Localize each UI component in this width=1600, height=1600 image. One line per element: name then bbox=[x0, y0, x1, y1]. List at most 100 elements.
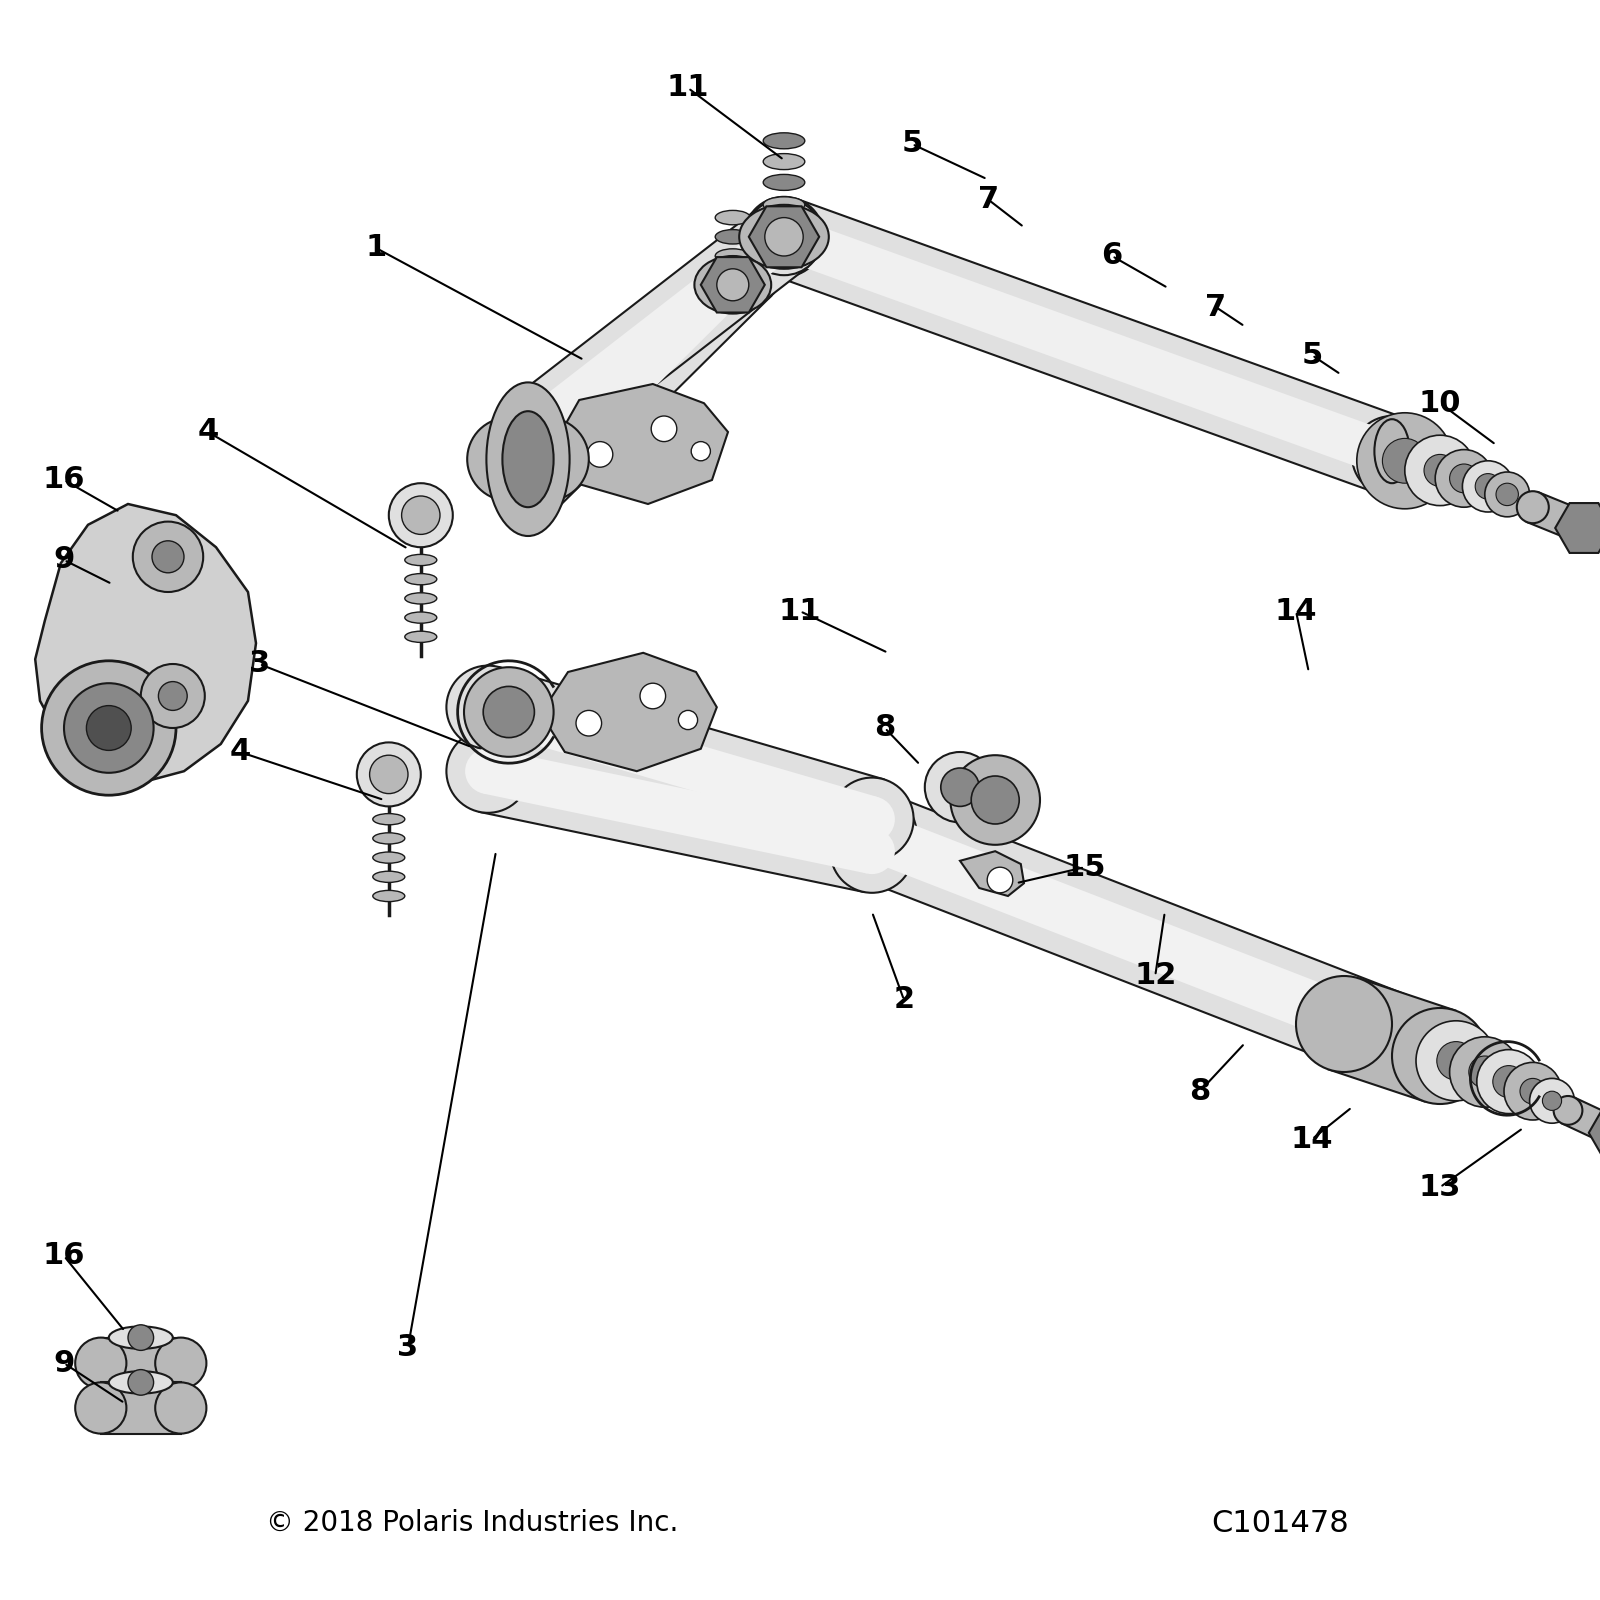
Ellipse shape bbox=[405, 573, 437, 584]
Ellipse shape bbox=[763, 133, 805, 149]
Ellipse shape bbox=[373, 813, 405, 826]
Text: 16: 16 bbox=[43, 1242, 85, 1270]
Circle shape bbox=[950, 755, 1040, 845]
Polygon shape bbox=[771, 198, 1405, 494]
Circle shape bbox=[746, 198, 822, 275]
Circle shape bbox=[830, 778, 914, 861]
Circle shape bbox=[1408, 1029, 1456, 1077]
Circle shape bbox=[42, 661, 176, 795]
Ellipse shape bbox=[715, 229, 750, 243]
Circle shape bbox=[830, 810, 914, 893]
Text: 15: 15 bbox=[1064, 853, 1106, 882]
Circle shape bbox=[1469, 1056, 1501, 1088]
Polygon shape bbox=[504, 206, 808, 466]
Circle shape bbox=[827, 790, 917, 880]
Polygon shape bbox=[1589, 1109, 1600, 1157]
Text: 5: 5 bbox=[1301, 341, 1323, 370]
Ellipse shape bbox=[109, 1326, 173, 1349]
Ellipse shape bbox=[405, 555, 437, 565]
Polygon shape bbox=[480, 731, 880, 891]
Text: 14: 14 bbox=[1275, 597, 1317, 626]
Polygon shape bbox=[541, 653, 717, 771]
Polygon shape bbox=[477, 667, 883, 859]
Text: 11: 11 bbox=[667, 74, 709, 102]
Circle shape bbox=[1416, 1021, 1496, 1101]
Circle shape bbox=[155, 1338, 206, 1389]
Text: 13: 13 bbox=[1419, 1173, 1461, 1202]
Circle shape bbox=[1554, 1096, 1582, 1125]
Circle shape bbox=[1392, 1008, 1488, 1104]
Polygon shape bbox=[1555, 502, 1600, 554]
Circle shape bbox=[848, 811, 896, 859]
Circle shape bbox=[576, 710, 602, 736]
Text: 7: 7 bbox=[1205, 293, 1227, 322]
Polygon shape bbox=[776, 216, 1400, 477]
Circle shape bbox=[1437, 1042, 1475, 1080]
Circle shape bbox=[1450, 1037, 1520, 1107]
Circle shape bbox=[467, 418, 550, 501]
Ellipse shape bbox=[373, 890, 405, 902]
Circle shape bbox=[587, 442, 613, 467]
Polygon shape bbox=[1562, 1098, 1600, 1146]
Ellipse shape bbox=[405, 611, 437, 624]
Circle shape bbox=[75, 1382, 126, 1434]
Ellipse shape bbox=[373, 870, 405, 883]
Circle shape bbox=[1517, 491, 1549, 523]
Circle shape bbox=[640, 683, 666, 709]
Circle shape bbox=[651, 416, 677, 442]
Circle shape bbox=[1504, 1062, 1562, 1120]
Text: 1: 1 bbox=[365, 234, 387, 262]
Circle shape bbox=[64, 683, 154, 773]
Polygon shape bbox=[552, 384, 728, 504]
Circle shape bbox=[1542, 1091, 1562, 1110]
Circle shape bbox=[1520, 1078, 1546, 1104]
Circle shape bbox=[1496, 483, 1518, 506]
Circle shape bbox=[389, 483, 453, 547]
Ellipse shape bbox=[763, 154, 805, 170]
Text: 3: 3 bbox=[248, 650, 270, 678]
Circle shape bbox=[507, 414, 549, 456]
Polygon shape bbox=[509, 418, 547, 501]
Circle shape bbox=[133, 522, 203, 592]
Circle shape bbox=[128, 1325, 154, 1350]
Circle shape bbox=[86, 706, 131, 750]
Circle shape bbox=[466, 685, 510, 730]
Ellipse shape bbox=[1374, 419, 1410, 483]
Circle shape bbox=[490, 397, 566, 474]
Circle shape bbox=[763, 216, 805, 258]
Circle shape bbox=[128, 1370, 154, 1395]
Circle shape bbox=[706, 230, 782, 307]
Circle shape bbox=[141, 664, 205, 728]
Polygon shape bbox=[749, 206, 819, 267]
Circle shape bbox=[723, 248, 765, 290]
Polygon shape bbox=[483, 749, 877, 874]
Ellipse shape bbox=[715, 210, 750, 226]
Circle shape bbox=[1424, 454, 1456, 486]
Circle shape bbox=[762, 214, 806, 259]
Circle shape bbox=[1450, 464, 1478, 493]
Circle shape bbox=[152, 541, 184, 573]
Polygon shape bbox=[514, 254, 758, 498]
Ellipse shape bbox=[763, 197, 805, 213]
Circle shape bbox=[402, 496, 440, 534]
Circle shape bbox=[925, 752, 995, 822]
Polygon shape bbox=[501, 242, 771, 510]
Polygon shape bbox=[101, 1382, 181, 1434]
Circle shape bbox=[1477, 1050, 1541, 1114]
Circle shape bbox=[678, 710, 698, 730]
Circle shape bbox=[850, 829, 894, 874]
Polygon shape bbox=[515, 221, 797, 451]
Circle shape bbox=[1352, 416, 1432, 496]
Circle shape bbox=[446, 730, 530, 813]
Circle shape bbox=[1370, 434, 1414, 478]
Circle shape bbox=[155, 1382, 206, 1434]
Circle shape bbox=[1462, 461, 1514, 512]
Ellipse shape bbox=[694, 256, 771, 314]
Circle shape bbox=[1530, 1078, 1574, 1123]
Ellipse shape bbox=[715, 248, 750, 262]
Circle shape bbox=[357, 742, 421, 806]
Text: 3: 3 bbox=[397, 1333, 419, 1362]
Circle shape bbox=[1382, 438, 1427, 483]
Polygon shape bbox=[101, 1338, 181, 1389]
Text: 2: 2 bbox=[893, 986, 915, 1014]
